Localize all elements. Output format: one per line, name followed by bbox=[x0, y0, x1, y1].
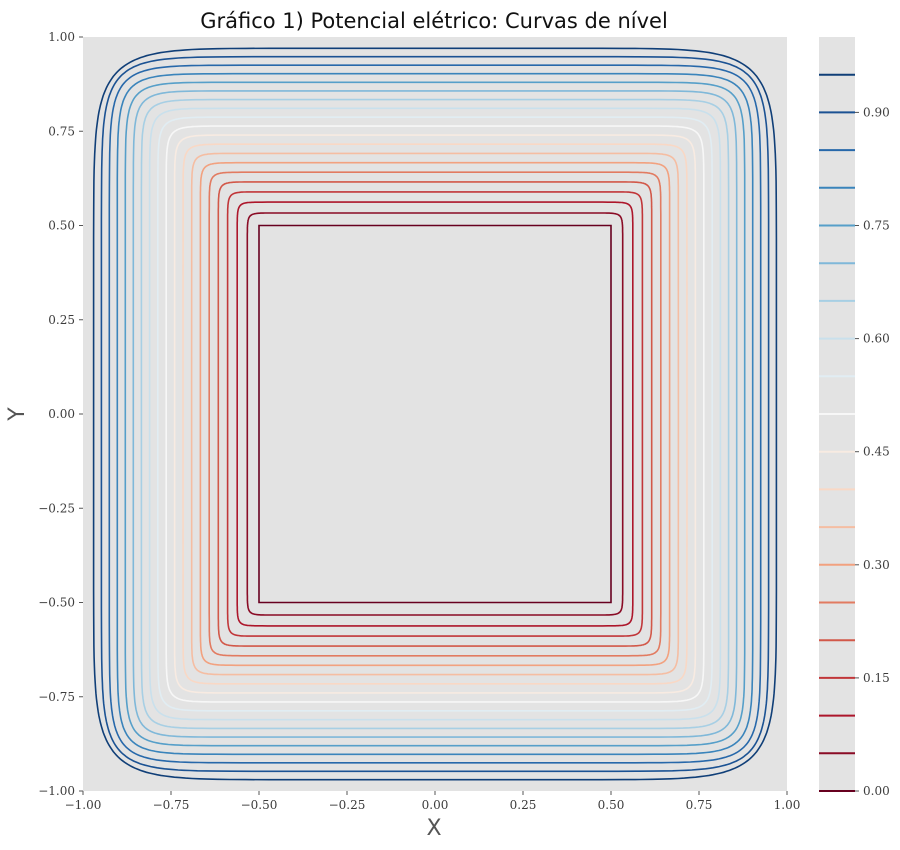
contour-level-16 bbox=[116, 72, 754, 756]
y-tick-label: −0.75 bbox=[38, 690, 75, 704]
y-tick-label: 0.50 bbox=[48, 219, 75, 233]
contour-level-12 bbox=[148, 107, 722, 721]
y-tick-label: −0.25 bbox=[38, 501, 75, 515]
contour-level-11 bbox=[157, 116, 713, 712]
y-axis-label: Y bbox=[5, 407, 30, 422]
x-tick-label: −0.25 bbox=[329, 798, 366, 812]
colorbar-tick-label: 0.45 bbox=[863, 445, 890, 459]
contour-level-15 bbox=[124, 81, 746, 747]
contour-level-2 bbox=[236, 201, 634, 627]
x-tick-label: −0.75 bbox=[153, 798, 190, 812]
colorbar-tick-label: 0.90 bbox=[863, 105, 890, 119]
contour-level-13 bbox=[140, 98, 730, 730]
x-axis-label: X bbox=[426, 816, 441, 841]
y-tick-label: −0.50 bbox=[38, 596, 75, 610]
contour-level-19 bbox=[92, 47, 778, 781]
contour-level-5 bbox=[208, 171, 662, 657]
axes: −1.00 −0.75 −0.50 −0.25 0.00 0.25 0.50 0.75 1.00… bbox=[38, 30, 800, 812]
y-tick-label: 0.75 bbox=[48, 124, 75, 138]
contour-lines bbox=[92, 47, 778, 781]
colorbar-tick-label: 0.00 bbox=[863, 784, 890, 798]
contour-level-3 bbox=[226, 191, 644, 637]
chart-title: Gráfico 1) Potencial elétrico: Curvas de… bbox=[200, 9, 668, 33]
x-tick-label: 0.25 bbox=[510, 798, 537, 812]
x-tick-label: 0.75 bbox=[686, 798, 713, 812]
contour-level-1 bbox=[246, 212, 624, 616]
y-tick-label: −1.00 bbox=[38, 784, 75, 798]
x-tick-label: 1.00 bbox=[774, 798, 801, 812]
y-tick-label: 1.00 bbox=[48, 30, 75, 44]
contour-level-8 bbox=[182, 143, 688, 685]
colorbar-tick-label: 0.30 bbox=[863, 558, 890, 572]
contour-level-6 bbox=[199, 161, 671, 667]
colorbar-tick-label: 0.60 bbox=[863, 332, 890, 346]
colorbar: 0.00 0.15 0.30 0.45 0.60 0.75 0.90 bbox=[819, 37, 890, 798]
colorbar-tick-label: 0.75 bbox=[863, 219, 890, 233]
contour-level-10 bbox=[165, 125, 705, 703]
x-tick-label: 0.50 bbox=[598, 798, 625, 812]
contour-level-7 bbox=[190, 152, 680, 676]
contour-level-9 bbox=[173, 134, 697, 694]
y-tick-label: 0.00 bbox=[48, 407, 75, 421]
contour-level-0 bbox=[258, 224, 612, 604]
contour-level-17 bbox=[108, 64, 762, 764]
x-tick-label: −1.00 bbox=[65, 798, 102, 812]
colorbar-tick-label: 0.15 bbox=[863, 671, 890, 685]
contour-level-14 bbox=[132, 90, 738, 738]
contour-level-4 bbox=[217, 181, 653, 647]
x-tick-label: 0.00 bbox=[422, 798, 449, 812]
y-tick-label: 0.25 bbox=[48, 313, 75, 327]
contour-level-18 bbox=[100, 55, 770, 773]
x-tick-label: −0.50 bbox=[241, 798, 278, 812]
